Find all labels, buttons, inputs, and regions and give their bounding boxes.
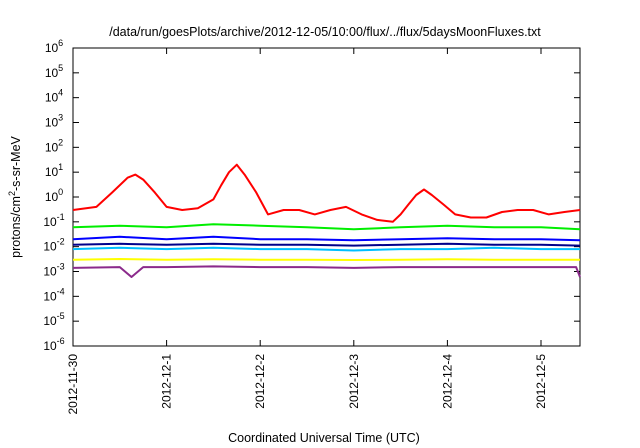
y-tick-exp: 3 xyxy=(58,113,63,123)
y-tick-base: 10 xyxy=(45,91,59,105)
plot-area xyxy=(72,47,581,347)
y-tick-exp: -4 xyxy=(57,286,65,296)
y-axis-label-base: protons/cm xyxy=(9,196,23,258)
y-tick-base: 10 xyxy=(43,265,57,279)
series-line xyxy=(72,258,580,261)
y-tick-label: 104 xyxy=(45,88,63,105)
series-line xyxy=(72,246,580,252)
x-axis-label: Coordinated Universal Time (UTC) xyxy=(228,431,420,445)
y-tick-base: 10 xyxy=(43,314,57,328)
y-tick-base: 10 xyxy=(43,240,57,254)
y-tick-exp: -2 xyxy=(57,237,65,247)
series-line xyxy=(72,223,581,231)
y-tick-base: 10 xyxy=(43,215,57,229)
y-tick-label: 102 xyxy=(45,137,63,154)
y-tick-base: 10 xyxy=(43,339,57,353)
y-tick-base: 10 xyxy=(45,116,59,130)
y-tick-label: 10-6 xyxy=(43,336,64,353)
y-tick-base: 10 xyxy=(43,289,57,303)
y-tick-label: 10-1 xyxy=(43,212,64,229)
y-tick-exp: -6 xyxy=(57,336,65,346)
y-tick-label: 100 xyxy=(45,187,63,204)
y-tick-base: 10 xyxy=(45,190,59,204)
y-tick-exp: 5 xyxy=(58,63,63,73)
y-tick-label: 10-4 xyxy=(43,286,64,303)
y-tick-base: 10 xyxy=(45,66,59,80)
y-tick-label: 101 xyxy=(45,162,63,179)
y-tick-exp: -3 xyxy=(57,262,65,272)
series-line xyxy=(72,242,581,247)
y-axis-label: protons/cm2-s-sr-MeV xyxy=(7,135,23,257)
y-tick-exp: 6 xyxy=(58,38,63,48)
y-tick-label: 10-3 xyxy=(43,262,64,279)
x-tick-label: 2012-12-4 xyxy=(440,354,454,409)
plot-frame xyxy=(72,47,581,347)
y-tick-exp: -5 xyxy=(57,311,65,321)
y-tick-exp: 1 xyxy=(58,162,63,172)
y-tick-exp: 4 xyxy=(58,88,63,98)
series-layer xyxy=(72,163,581,278)
series-line xyxy=(72,235,581,242)
x-tick-label: 2012-11-30 xyxy=(66,354,80,415)
y-tick-base: 10 xyxy=(45,140,59,154)
x-tick-label: 2012-12-3 xyxy=(347,354,361,409)
x-tick-label: 2012-12-2 xyxy=(253,354,267,409)
y-tick-base: 10 xyxy=(45,41,59,55)
y-tick-label: 106 xyxy=(45,38,63,55)
y-tick-exp: 0 xyxy=(58,187,63,197)
y-tick-exp: 2 xyxy=(58,137,63,147)
y-axis: 10-610-510-410-310-210-11001011021031041… xyxy=(43,38,580,353)
y-axis-label-sup: 2 xyxy=(7,191,17,196)
y-tick-label: 10-5 xyxy=(43,311,64,328)
series-line xyxy=(72,265,581,278)
y-tick-label: 103 xyxy=(45,113,63,130)
y-tick-exp: -1 xyxy=(57,212,65,222)
y-axis-label-rest: -s-sr-MeV xyxy=(9,135,23,191)
x-tick-label: 2012-12-5 xyxy=(534,354,548,409)
y-tick-label: 10-2 xyxy=(43,237,64,254)
chart-title: /data/run/goesPlots/archive/2012-12-05/1… xyxy=(109,25,541,39)
series-line xyxy=(72,163,581,223)
x-axis: 2012-11-30 2012-12-1 2012-12-2 2012-12-3 201… xyxy=(66,48,548,415)
y-tick-label: 105 xyxy=(45,63,63,80)
x-tick-label: 2012-12-1 xyxy=(160,354,174,409)
y-tick-base: 10 xyxy=(45,165,59,179)
